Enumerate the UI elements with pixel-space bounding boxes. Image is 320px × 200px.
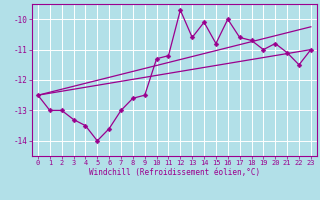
X-axis label: Windchill (Refroidissement éolien,°C): Windchill (Refroidissement éolien,°C) xyxy=(89,168,260,177)
